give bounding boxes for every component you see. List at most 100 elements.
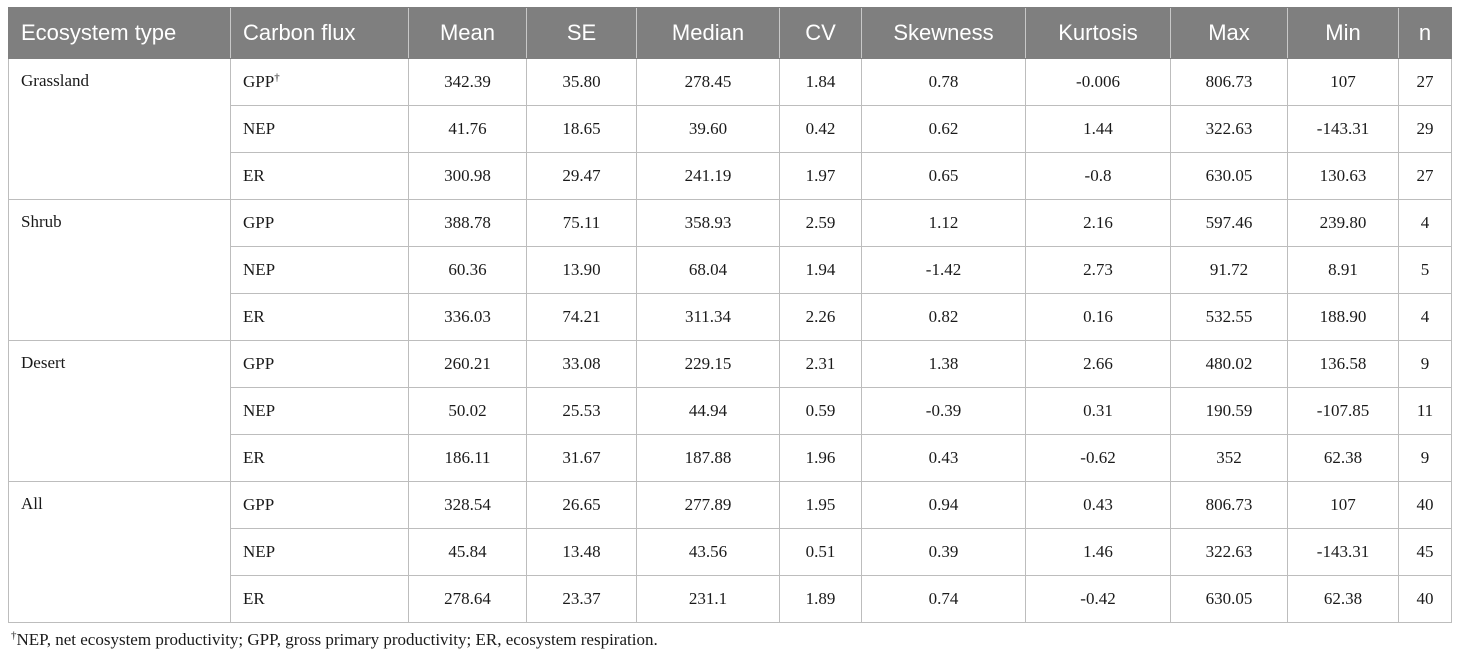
mean-cell: 278.64 [408, 575, 527, 623]
max-cell: 806.73 [1170, 481, 1288, 529]
carbon-flux-cell: NEP [230, 105, 409, 153]
n-cell: 40 [1398, 575, 1452, 623]
median-cell: 229.15 [636, 340, 780, 388]
carbon-flux-cell: NEP [230, 387, 409, 435]
median-cell: 44.94 [636, 387, 780, 435]
mean-cell: 260.21 [408, 340, 527, 388]
mean-cell: 342.39 [408, 58, 527, 106]
median-cell: 277.89 [636, 481, 780, 529]
cv-cell: 1.89 [779, 575, 862, 623]
n-cell: 45 [1398, 528, 1452, 576]
header-cv: CV [779, 7, 862, 59]
table-header: Ecosystem type Carbon flux Mean SE Media… [8, 7, 1452, 59]
header-row: Ecosystem type Carbon flux Mean SE Media… [8, 7, 1452, 59]
carbon-flux-label: GPP [243, 72, 275, 91]
skewness-cell: 0.39 [861, 528, 1026, 576]
kurtosis-cell: 2.16 [1025, 199, 1171, 247]
skewness-cell: 0.94 [861, 481, 1026, 529]
median-cell: 231.1 [636, 575, 780, 623]
header-se: SE [526, 7, 637, 59]
skewness-cell: 0.82 [861, 293, 1026, 341]
min-cell: 130.63 [1287, 152, 1399, 200]
carbon-flux-label: NEP [243, 542, 276, 561]
table-row: Shrub GPP 388.78 75.11 358.93 2.59 1.12 2.16 597… [8, 199, 1452, 341]
carbon-flux-label: NEP [243, 119, 276, 138]
median-cell: 43.56 [636, 528, 780, 576]
header-skewness: Skewness [861, 7, 1026, 59]
skewness-cell: 0.62 [861, 105, 1026, 153]
footnote-text: NEP, net ecosystem productivity; GPP, gr… [16, 630, 658, 649]
max-cell: 597.46 [1170, 199, 1288, 247]
min-cell: 62.38 [1287, 434, 1399, 482]
mean-cell: 45.84 [408, 528, 527, 576]
max-cell: 322.63 [1170, 528, 1288, 576]
carbon-flux-label: GPP [243, 213, 275, 232]
median-cell: 358.93 [636, 199, 780, 247]
table-row: NEP 45.84 13.48 43.56 0.51 0.39 1.46 322.63 -143… [9, 528, 1452, 576]
n-cell: 9 [1398, 434, 1452, 482]
se-cell: 13.90 [526, 246, 637, 294]
n-cell: 5 [1398, 246, 1452, 294]
n-cell: 11 [1398, 387, 1452, 435]
n-cell: 9 [1398, 340, 1452, 388]
table-row: ER 278.64 23.37 231.1 1.89 0.74 -0.42 630.05 62.… [9, 575, 1452, 623]
mean-cell: 388.78 [408, 199, 527, 247]
kurtosis-cell: -0.62 [1025, 434, 1171, 482]
min-cell: 239.80 [1287, 199, 1399, 247]
data-table-container: Ecosystem type Carbon flux Mean SE Media… [8, 7, 1452, 623]
header-carbon-flux: Carbon flux [230, 7, 409, 59]
kurtosis-cell: -0.8 [1025, 152, 1171, 200]
kurtosis-cell: 2.66 [1025, 340, 1171, 388]
ecosystem-type-cell: Desert [8, 340, 231, 482]
carbon-flux-cell: ER [230, 434, 409, 482]
median-cell: 241.19 [636, 152, 780, 200]
carbon-flux-label: NEP [243, 401, 276, 420]
skewness-cell: -0.39 [861, 387, 1026, 435]
skewness-cell: 0.65 [861, 152, 1026, 200]
cv-cell: 1.95 [779, 481, 862, 529]
mean-cell: 41.76 [408, 105, 527, 153]
mean-cell: 50.02 [408, 387, 527, 435]
header-mean: Mean [408, 7, 527, 59]
ecosystem-type-cell: Shrub [8, 199, 231, 341]
carbon-flux-label: ER [243, 307, 265, 326]
kurtosis-cell: 1.44 [1025, 105, 1171, 153]
table-row: All GPP 328.54 26.65 277.89 1.95 0.94 0.43 806.7… [8, 481, 1452, 623]
cv-cell: 1.84 [779, 58, 862, 106]
median-cell: 187.88 [636, 434, 780, 482]
table-row: ER 186.11 31.67 187.88 1.96 0.43 -0.62 352 62.38… [9, 434, 1452, 482]
carbon-flux-label: ER [243, 166, 265, 185]
kurtosis-cell: -0.42 [1025, 575, 1171, 623]
header-kurtosis: Kurtosis [1025, 7, 1171, 59]
carbon-flux-label: ER [243, 448, 265, 467]
table-row: ER 336.03 74.21 311.34 2.26 0.82 0.16 532.55 188… [9, 293, 1452, 341]
n-cell: 40 [1398, 481, 1452, 529]
n-cell: 27 [1398, 152, 1452, 200]
max-cell: 91.72 [1170, 246, 1288, 294]
kurtosis-cell: 0.43 [1025, 481, 1171, 529]
skewness-cell: 1.38 [861, 340, 1026, 388]
se-cell: 74.21 [526, 293, 637, 341]
median-cell: 278.45 [636, 58, 780, 106]
kurtosis-cell: 0.31 [1025, 387, 1171, 435]
header-median: Median [636, 7, 780, 59]
mean-cell: 186.11 [408, 434, 527, 482]
carbon-flux-table: Ecosystem type Carbon flux Mean SE Media… [8, 7, 1452, 623]
carbon-flux-label: ER [243, 589, 265, 608]
mean-cell: 300.98 [408, 152, 527, 200]
se-cell: 25.53 [526, 387, 637, 435]
carbon-flux-cell: GPP [230, 340, 409, 388]
min-cell: -143.31 [1287, 528, 1399, 576]
max-cell: 630.05 [1170, 575, 1288, 623]
max-cell: 806.73 [1170, 58, 1288, 106]
skewness-cell: 1.12 [861, 199, 1026, 247]
cv-cell: 1.94 [779, 246, 862, 294]
table-row: Grassland GPP† 342.39 35.80 278.45 1.84 0.78 -0… [8, 58, 1452, 200]
table-row: NEP 41.76 18.65 39.60 0.42 0.62 1.44 322.63 -143… [9, 105, 1452, 153]
skewness-cell: 0.74 [861, 575, 1026, 623]
carbon-flux-cell: GPP [230, 481, 409, 529]
se-cell: 13.48 [526, 528, 637, 576]
se-cell: 35.80 [526, 58, 637, 106]
min-cell: -107.85 [1287, 387, 1399, 435]
table-row: Desert GPP 260.21 33.08 229.15 2.31 1.38 2.66 48… [8, 340, 1452, 482]
